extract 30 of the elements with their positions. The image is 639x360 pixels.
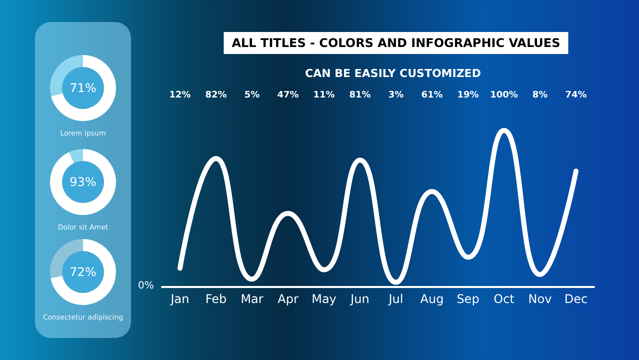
data-label: 61% [421,90,443,100]
x-tick-label: Feb [205,292,227,306]
x-tick-label: Mar [240,292,264,306]
chart-title: ALL TITLES - COLORS AND INFOGRAPHIC VALUES [232,36,560,50]
x-tick-label: Jun [350,292,370,306]
chart-subtitle: CAN BE EASILY CUSTOMIZED [305,67,481,80]
x-tick-label: Oct [494,292,515,306]
data-label: 71% [70,81,96,95]
data-label: 47% [277,90,299,100]
data-label: 3% [388,90,404,100]
data-label: 82% [205,90,227,100]
data-label: 12% [169,90,191,100]
data-label: 8% [532,90,548,100]
data-label: 74% [565,90,587,100]
x-tick-label: Nov [528,292,552,306]
data-label: 11% [313,90,335,100]
x-tick-label: Aug [420,292,444,306]
x-tick-label: Apr [278,292,298,306]
text: 0% [138,280,154,292]
data-label: 81% [349,90,371,100]
x-tick-label: Dec [564,292,588,306]
x-tick-label: Jul [388,292,404,306]
x-tick-label: Jan [170,292,190,306]
data-label: 93% [70,175,96,189]
data-label: 72% [70,265,96,279]
data-label: 5% [244,90,260,100]
x-tick-label: May [312,292,336,306]
x-tick-label: Sep [456,292,480,306]
data-label: 19% [457,90,479,100]
data-label: 100% [490,90,518,100]
